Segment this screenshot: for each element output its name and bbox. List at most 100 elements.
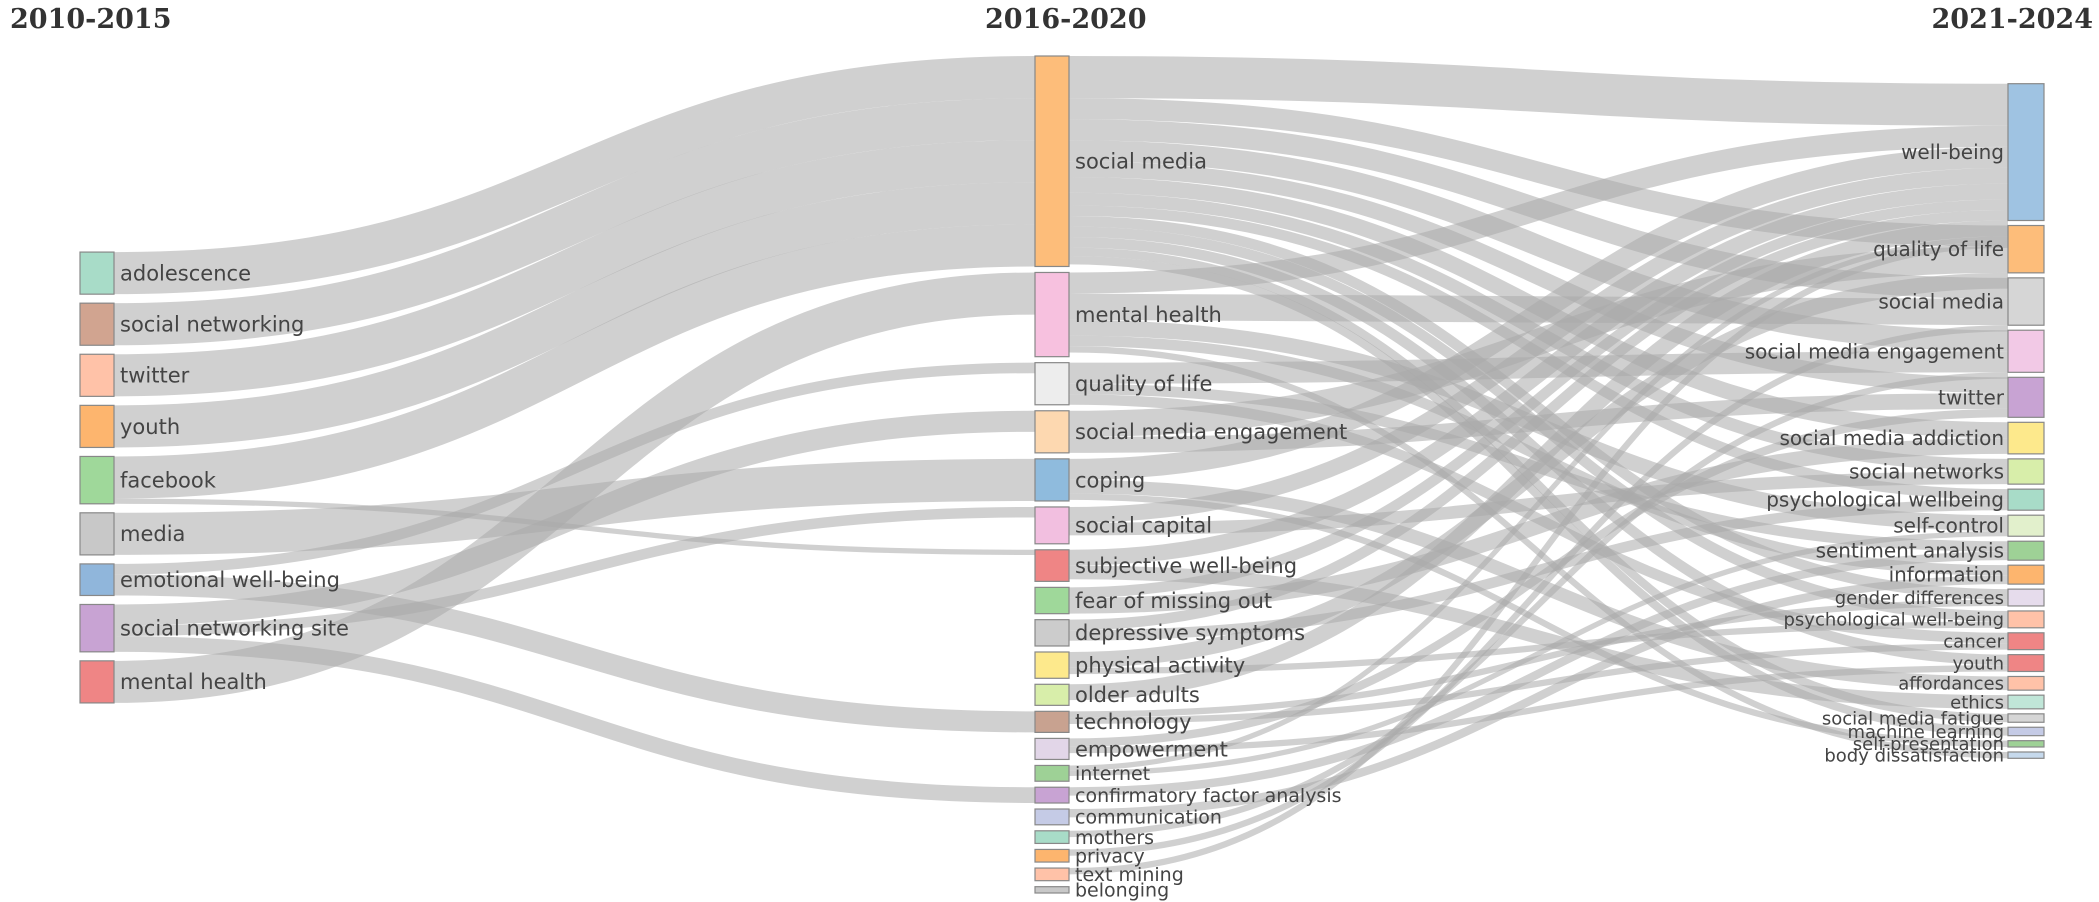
node-label-col2-mothers: mothers: [1075, 827, 1154, 849]
node-label-col2-social-capital: social capital: [1075, 514, 1212, 538]
node-col3-quality-of-life[interactable]: [2007, 224, 2045, 274]
link-mental-health-to-well-being: [1068, 125, 2009, 294]
node-col2-privacy[interactable]: [1034, 848, 1070, 863]
node-label-col3-social-media-addiction: social media addiction: [1779, 426, 2004, 450]
node-col2-depressive-symptoms[interactable]: [1034, 619, 1070, 647]
link-social-networking-to-social-media: [113, 98, 1036, 346]
node-col2-belonging[interactable]: [1034, 886, 1070, 894]
node-col3-information[interactable]: [2007, 564, 2045, 585]
node-col2-internet[interactable]: [1034, 764, 1070, 782]
node-col1-media[interactable]: [79, 512, 115, 556]
node-col2-older-adults[interactable]: [1034, 683, 1070, 706]
node-col2-confirmatory-factor-analysis[interactable]: [1034, 786, 1070, 804]
node-col3-psychological-wellbeing[interactable]: [2007, 488, 2045, 511]
node-label-col2-confirmatory-factor-analysis: confirmatory factor analysis: [1075, 785, 1342, 807]
node-col3-social-networks[interactable]: [2007, 458, 2045, 485]
node-col3-sentiment-analysis[interactable]: [2007, 540, 2045, 561]
node-label-col3-self-control: self-control: [1893, 514, 2004, 538]
node-col3-social-media-addiction[interactable]: [2007, 421, 2045, 455]
node-col2-communication[interactable]: [1034, 808, 1070, 826]
link-subjective-well-being-to-well-being: [1068, 183, 2009, 566]
node-col2-social-media-engagement[interactable]: [1034, 410, 1070, 454]
node-col2-fear-of-missing-out[interactable]: [1034, 586, 1070, 615]
node-label-col2-social-media: social media: [1075, 150, 1207, 174]
node-col3-social-media[interactable]: [2007, 277, 2045, 326]
column-header-1: 2010-2015: [10, 4, 172, 35]
node-label-col1-youth: youth: [120, 415, 180, 439]
node-label-col2-social-media-engagement: social media engagement: [1075, 420, 1347, 444]
node-col3-cancer[interactable]: [2007, 632, 2045, 651]
node-col3-body-dissatisfaction[interactable]: [2007, 751, 2045, 759]
node-col1-social-networking[interactable]: [79, 302, 115, 346]
node-col2-technology[interactable]: [1034, 710, 1070, 733]
link-empowerment-to-youth: [1068, 665, 2009, 754]
node-label-col2-older-adults: older adults: [1075, 683, 1200, 707]
node-col1-social-networking-site[interactable]: [79, 603, 115, 653]
node-col2-text-mining[interactable]: [1034, 867, 1070, 882]
link-mental-health-to-mental-health: [113, 272, 1036, 703]
node-col3-social-media-fatigue[interactable]: [2007, 713, 2045, 723]
node-label-col3-self-presentation: self-presentation: [1853, 734, 2004, 755]
link-adolescence-to-social-media: [113, 55, 1036, 295]
node-col3-social-media-engagement[interactable]: [2007, 329, 2045, 373]
link-social-networking-site-to-social-media-engagement: [113, 410, 1036, 626]
node-label-col2-internet: internet: [1075, 763, 1150, 785]
link-depressive-symptoms-to-well-being: [1068, 209, 2009, 631]
node-col2-physical-activity[interactable]: [1034, 651, 1070, 679]
node-label-col2-mental-health: mental health: [1075, 303, 1222, 327]
node-col2-mental-health[interactable]: [1034, 271, 1070, 358]
node-label-col3-ethics: ethics: [1950, 692, 2004, 713]
node-col3-youth[interactable]: [2007, 654, 2045, 673]
node-label-col3-sentiment-analysis: sentiment analysis: [1816, 539, 2004, 563]
node-label-col2-depressive-symptoms: depressive symptoms: [1075, 621, 1305, 645]
node-col1-youth[interactable]: [79, 404, 115, 449]
link-facebook-to-social-media: [113, 224, 1036, 499]
node-label-col3-youth: youth: [1952, 653, 2004, 674]
node-col1-facebook[interactable]: [79, 455, 115, 505]
node-col3-well-being[interactable]: [2007, 83, 2045, 222]
node-label-col3-well-being: well-being: [1901, 140, 2004, 164]
node-col3-machine-learning[interactable]: [2007, 726, 2045, 737]
node-col2-subjective-well-being[interactable]: [1034, 549, 1070, 582]
node-col1-twitter[interactable]: [79, 353, 115, 397]
node-col2-coping[interactable]: [1034, 458, 1070, 502]
node-col3-twitter[interactable]: [2007, 376, 2045, 418]
link-twitter-to-social-media: [113, 140, 1036, 397]
node-label-col1-media: media: [120, 522, 185, 546]
link-text-mining-to-well-being: [1068, 241, 2009, 875]
link-technology-to-gender-differences: [1068, 599, 2009, 718]
link-empowerment-to-twitter: [1068, 408, 2009, 747]
node-col2-mothers[interactable]: [1034, 830, 1070, 845]
node-col3-self-presentation[interactable]: [2007, 740, 2045, 748]
node-label-col1-facebook: facebook: [120, 468, 217, 492]
node-label-col3-twitter: twitter: [1938, 385, 2005, 409]
link-communication-to-information: [1068, 575, 2009, 818]
node-col2-social-media[interactable]: [1034, 55, 1070, 268]
link-mothers-to-social-media-engagement: [1068, 372, 2009, 838]
node-col2-social-capital[interactable]: [1034, 506, 1070, 545]
link-social-media-to-machine-learning: [1068, 255, 2009, 736]
node-label-col3-social-media-fatigue: social media fatigue: [1822, 708, 2004, 729]
link-depressive-symptoms-to-psychological-wellbeing: [1068, 499, 2009, 641]
node-col1-emotional-well-being[interactable]: [79, 563, 115, 597]
link-coping-to-well-being: [1068, 146, 2009, 480]
column-header-3: 2021-2024: [1931, 4, 2094, 35]
node-label-col3-social-networks: social networks: [1849, 460, 2004, 484]
node-col3-gender-differences[interactable]: [2007, 588, 2045, 607]
node-label-col1-social-networking: social networking: [120, 313, 304, 337]
node-col3-self-control[interactable]: [2007, 514, 2045, 537]
link-social-capital-to-well-being: [1068, 167, 2009, 523]
node-col2-empowerment[interactable]: [1034, 737, 1070, 761]
node-col3-affordances[interactable]: [2007, 675, 2045, 691]
node-label-col3-quality-of-life: quality of life: [1873, 237, 2004, 261]
node-label-col2-fear-of-missing-out: fear of missing out: [1075, 589, 1272, 613]
node-col3-psychological-well-being[interactable]: [2007, 610, 2045, 629]
node-col3-ethics[interactable]: [2007, 694, 2045, 710]
node-label-col2-technology: technology: [1075, 710, 1192, 734]
link-coping-to-self-presentation: [1068, 493, 2009, 747]
node-label-col2-text-mining: text mining: [1075, 864, 1184, 886]
node-col1-mental-health[interactable]: [79, 660, 115, 704]
node-col2-quality-of-life[interactable]: [1034, 362, 1070, 406]
node-col1-adolescence[interactable]: [79, 251, 115, 295]
